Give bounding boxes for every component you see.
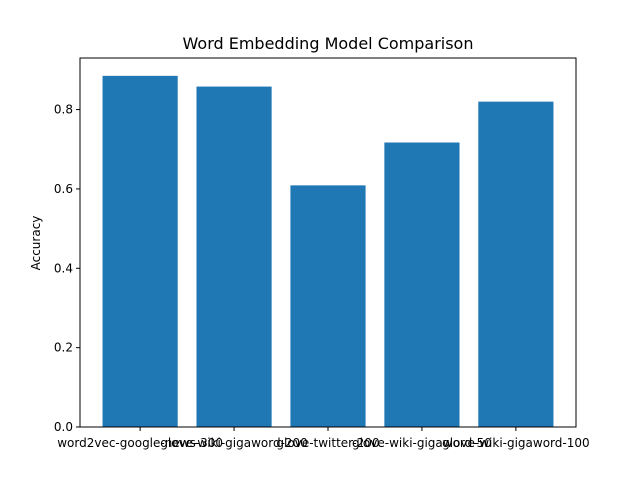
bar-glove-wiki-gigaword-100: [478, 101, 554, 427]
chart-title: Word Embedding Model Comparison: [183, 34, 474, 53]
y-tick-label: 0.2: [54, 341, 73, 355]
bars-group: [102, 75, 554, 428]
x-axis-ticks: word2vec-google-news-300glove-wiki-gigaw…: [57, 427, 590, 450]
plot-area-frame: [79, 57, 577, 428]
x-tick-label: glove-wiki-gigaword-200: [160, 436, 308, 450]
y-tick-label: 0.0: [54, 420, 73, 434]
x-tick-label: word2vec-google-news-300: [57, 436, 223, 450]
y-axis-ticks: 0.0 0.2 0.4 0.6 0.8: [54, 103, 80, 434]
bar-word2vec-google-news-300: [102, 75, 178, 428]
y-tick-label: 0.8: [54, 103, 73, 117]
y-tick-label: 0.6: [54, 182, 73, 196]
bar-glove-twitter-200: [290, 185, 366, 427]
x-tick-label: glove-wiki-gigaword-100: [442, 436, 590, 450]
bar-glove-wiki-gigaword-200: [196, 86, 272, 427]
y-axis-label: Accuracy: [29, 216, 43, 271]
bar-glove-wiki-gigaword-50: [384, 142, 460, 427]
x-tick-label: glove-wiki-gigaword-50: [352, 436, 492, 450]
y-tick-label: 0.4: [54, 261, 73, 275]
x-tick-label: glove-twitter-200: [276, 436, 379, 450]
